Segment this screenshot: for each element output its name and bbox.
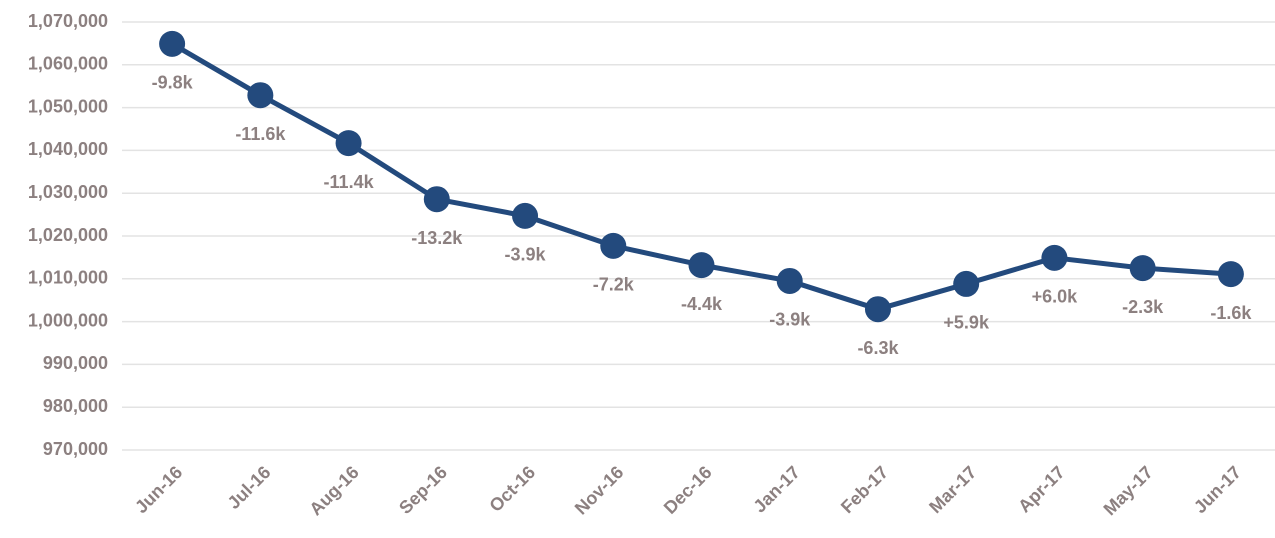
marker [953, 270, 980, 297]
annotation: -3.9k [769, 310, 811, 330]
x-tick-label: Dec-16 [660, 462, 716, 518]
annotation: -7.2k [593, 275, 635, 295]
annotation: -3.9k [505, 245, 547, 265]
annotation: -9.8k [152, 73, 194, 93]
annotation: -4.4k [681, 294, 723, 314]
y-tick-label: 1,010,000 [28, 268, 108, 288]
y-tick-label: 1,050,000 [28, 96, 108, 116]
x-tick-label: Jun-17 [1190, 462, 1245, 517]
x-tick-label: Mar-17 [925, 462, 980, 517]
y-tick-label: 990,000 [43, 353, 108, 373]
x-tick-label: May-17 [1100, 462, 1157, 519]
marker [247, 82, 274, 109]
marker [512, 202, 539, 229]
annotation: +6.0k [1032, 287, 1079, 307]
y-tick-label: 1,060,000 [28, 54, 108, 74]
annotation: -1.6k [1210, 303, 1252, 323]
annotation: -11.6k [235, 124, 286, 144]
x-tick-label: Jul-16 [224, 462, 275, 513]
y-tick-label: 980,000 [43, 396, 108, 416]
marker [688, 252, 715, 279]
x-tick-label: Oct-16 [485, 462, 539, 516]
x-tick-label: Jan-17 [749, 462, 803, 516]
annotation: -6.3k [857, 338, 899, 358]
y-tick-label: 1,000,000 [28, 310, 108, 330]
x-tick-label: Aug-16 [305, 462, 362, 519]
y-tick-label: 1,030,000 [28, 182, 108, 202]
marker [1129, 255, 1156, 282]
y-tick-label: 1,070,000 [28, 11, 108, 31]
annotation: -2.3k [1122, 297, 1164, 317]
x-tick-label: Apr-17 [1014, 462, 1068, 516]
x-tick-label: Feb-17 [837, 462, 892, 517]
marker [159, 30, 186, 57]
x-tick-label: Jun-16 [131, 462, 186, 517]
annotation: -11.4k [324, 172, 375, 192]
marker [776, 267, 803, 294]
marker [335, 130, 362, 157]
marker [600, 232, 627, 259]
marker [1217, 261, 1244, 288]
y-tick-label: 1,040,000 [28, 139, 108, 159]
annotation: +5.9k [943, 313, 990, 333]
marker [1041, 244, 1068, 271]
y-tick-label: 1,020,000 [28, 225, 108, 245]
annotation: -13.2k [411, 228, 463, 248]
x-tick-label: Nov-16 [571, 462, 628, 519]
marker [864, 296, 891, 323]
marker [423, 186, 450, 213]
x-tick-label: Sep-16 [395, 462, 451, 518]
y-tick-label: 970,000 [43, 439, 108, 459]
